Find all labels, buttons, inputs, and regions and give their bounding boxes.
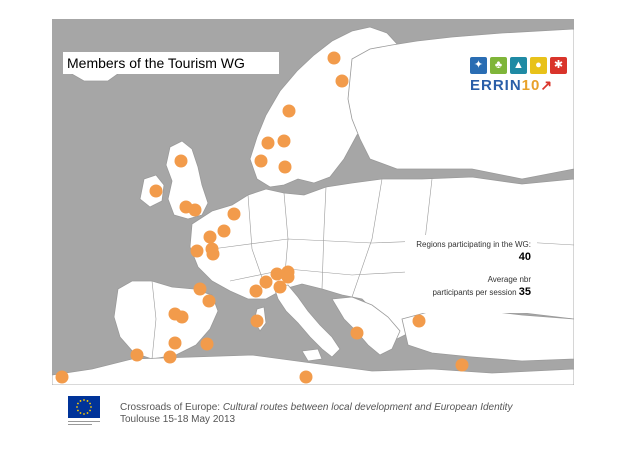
region-marker [412, 314, 426, 328]
region-marker [130, 348, 144, 362]
region-marker [249, 284, 263, 298]
region-marker [335, 74, 349, 88]
marker-group [55, 51, 469, 384]
eu-star-icon [89, 409, 91, 412]
region-marker [190, 244, 204, 258]
logo-tiles: ✦ ♣ ▲ ● ✱ [470, 57, 567, 74]
iberia-land [113, 280, 219, 360]
avg-label-1: Average nbr [487, 275, 531, 284]
region-marker [202, 294, 216, 308]
tree-icon: ♣ [490, 57, 507, 74]
sicily-land [301, 348, 323, 362]
eu-star-icon [86, 400, 89, 402]
avg-value: 35 [518, 286, 531, 298]
region-marker [261, 136, 275, 150]
region-marker [163, 350, 177, 364]
balkans-land [331, 296, 401, 356]
region-marker [299, 370, 313, 384]
footer-caption: Crossroads of Europe: Cultural routes be… [120, 402, 512, 426]
border-line [229, 268, 425, 282]
flask-icon: ▲ [510, 57, 527, 74]
italy-land [273, 284, 341, 358]
region-marker [250, 314, 264, 328]
region-marker [193, 282, 207, 296]
footer-line-1-normal: Crossroads of Europe: [120, 402, 223, 413]
eu-star-icon [89, 402, 91, 405]
region-marker [278, 160, 292, 174]
logo-wordmark: ERRIN10↗ [470, 77, 566, 97]
eu-star-icon [83, 399, 85, 401]
eu-star-icon [77, 409, 79, 412]
region-marker [227, 207, 241, 221]
regions-label: Regions participating in the WG: [416, 240, 531, 249]
footer-line-2: Toulouse 15-18 May 2013 [120, 414, 236, 425]
region-marker [270, 267, 284, 281]
region-marker [188, 203, 202, 217]
errin-logo: ✦ ♣ ▲ ● ✱ ERRIN10↗ [466, 51, 570, 101]
region-marker [282, 104, 296, 118]
stats-panel: Regions participating in the WG: 40 Aver… [405, 235, 537, 313]
north-africa-land [52, 354, 574, 385]
region-marker [203, 230, 217, 244]
region-marker [273, 280, 287, 294]
region-marker [327, 51, 341, 65]
eu-star-icon [79, 400, 82, 402]
region-marker [55, 370, 69, 384]
border-line [321, 186, 327, 290]
avg-row: participants per session 35 [405, 286, 531, 298]
person-icon: ● [530, 57, 547, 74]
star-icon: ✦ [470, 57, 487, 74]
region-marker [200, 337, 214, 351]
border-line [351, 178, 383, 298]
map-title: Members of the Tourism WG [63, 52, 279, 74]
region-marker [259, 275, 273, 289]
eu-star-icon [76, 406, 78, 408]
region-marker [254, 154, 268, 168]
eu-star-icon [86, 412, 89, 414]
avg-label-2: participants per session [432, 288, 517, 297]
border-line [247, 194, 267, 290]
turkey-land [401, 308, 574, 362]
arrow-icon: ↗ [540, 77, 554, 93]
snowflake-icon: ✱ [550, 57, 567, 74]
region-marker [277, 134, 291, 148]
border-line [151, 280, 157, 360]
region-marker [149, 184, 163, 198]
eu-star-icon [77, 402, 79, 405]
region-marker [281, 270, 295, 284]
region-marker [174, 154, 188, 168]
footer-line-1: Crossroads of Europe: Cultural routes be… [120, 402, 512, 414]
region-marker [168, 336, 182, 350]
region-marker [217, 224, 231, 238]
region-marker [206, 247, 220, 261]
region-marker [350, 326, 364, 340]
eu-flag-logo [68, 396, 100, 425]
regions-value: 40 [518, 251, 531, 263]
eu-star-icon [83, 413, 85, 415]
logo-errin-text: ERRIN [470, 77, 522, 94]
footer-line-1-italic: Cultural routes between local developmen… [222, 402, 513, 413]
logo-number-text: 10 [521, 77, 541, 94]
region-marker [455, 358, 469, 372]
eu-star-icon [90, 406, 92, 408]
region-marker [175, 310, 189, 324]
eu-star-icon [79, 412, 82, 414]
